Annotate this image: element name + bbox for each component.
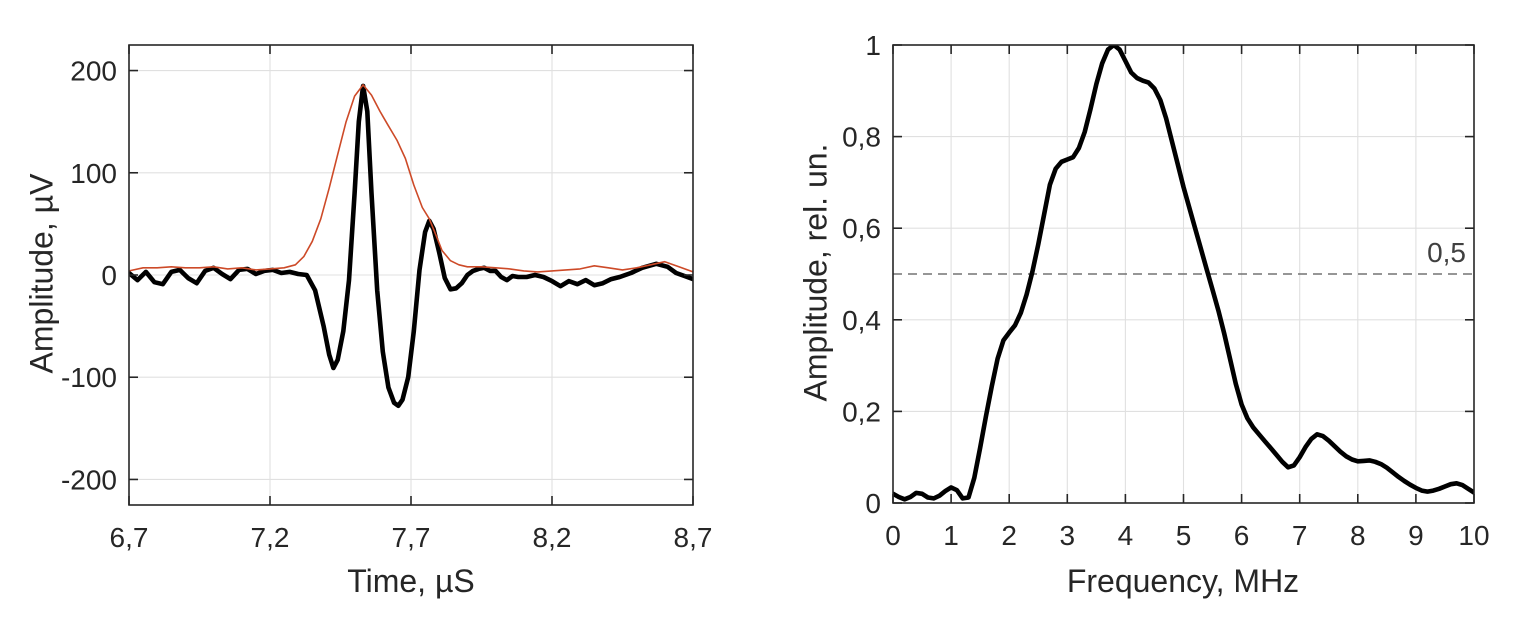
x-tick-label: 6,7 [110, 522, 149, 553]
x-tick-label: 7 [1292, 520, 1308, 551]
time-domain-chart: 6,7 7,2 7,7 8,2 8,7 -200 -100 0 100 200 Amplitude… [23, 44, 713, 599]
signal-curve [129, 83, 693, 409]
spectrum-plot-svg: 0 1 2 3 4 5 6 7 8 9 10 0 0,2 0,4 0,6 0,8 1 [842, 30, 1490, 551]
x-tick-label: 2 [1001, 520, 1017, 551]
y-tick-label: 200 [70, 56, 117, 87]
axis-ticks [128, 45, 694, 505]
x-tick-label: 6 [1234, 520, 1250, 551]
spectrum-curve [893, 45, 1474, 502]
x-tick-label: 0 [885, 520, 901, 551]
y-tick-label: 0,2 [842, 396, 881, 427]
x-tick-label: 3 [1060, 520, 1076, 551]
spectrum-x-axis-label: Frequency, MHz [1066, 563, 1300, 599]
x-tick-label: 8 [1350, 520, 1366, 551]
y-tick-label: 0 [101, 260, 117, 291]
y-tick-label: 0,4 [842, 305, 881, 336]
x-tick-label: 8,2 [533, 522, 572, 553]
spectrum-chart: 0 1 2 3 4 5 6 7 8 9 10 0 0,2 0,4 0,6 0,8 1 Amplitude, re… [767, 0, 1534, 618]
half-level-label: 0,5 [1427, 237, 1466, 268]
time-y-axis-label: Amplitude, µV [23, 173, 60, 374]
grid-lines [129, 45, 693, 505]
y-tick-label: 0,8 [842, 122, 881, 153]
axis-ticks [892, 44, 1475, 504]
x-tick-label: 8,7 [674, 522, 713, 553]
y-tick-label: 100 [70, 158, 117, 189]
y-tick-label: 1 [865, 30, 881, 61]
time-domain-plot-svg: 6,7 7,2 7,7 8,2 8,7 -200 -100 0 100 200 [61, 44, 713, 553]
x-tick-label: 4 [1118, 520, 1134, 551]
x-tick-label: 7,7 [392, 522, 431, 553]
x-tick-label: 10 [1458, 520, 1489, 551]
y-tick-label: 0 [865, 488, 881, 519]
y-tick-label: -100 [61, 362, 117, 393]
envelope-curve [129, 84, 693, 273]
x-tick-label: 1 [943, 520, 959, 551]
x-tick-label: 9 [1408, 520, 1424, 551]
x-tick-label: 5 [1176, 520, 1192, 551]
spectrum-y-axis-label: Amplitude, rel. un. [797, 143, 834, 402]
y-tick-label: 0,6 [842, 213, 881, 244]
tick-labels: 6,7 7,2 7,7 8,2 8,7 -200 -100 0 100 200 [61, 56, 713, 553]
tick-labels: 0 1 2 3 4 5 6 7 8 9 10 0 0,2 0,4 0,6 0,8 1 [842, 30, 1490, 551]
x-tick-label: 7,2 [251, 522, 290, 553]
time-x-axis-label: Time, µS [347, 563, 475, 599]
y-tick-label: -200 [61, 464, 117, 495]
